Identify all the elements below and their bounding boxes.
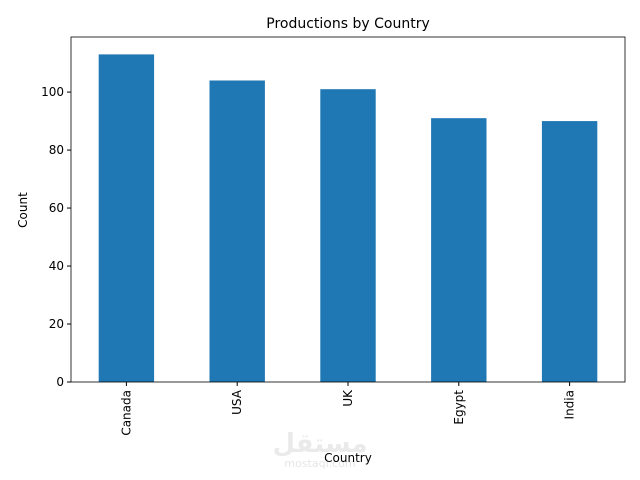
- watermark: mostaql.com: [284, 457, 355, 470]
- plot-frame: [70, 36, 626, 383]
- bar: [209, 80, 265, 382]
- chart-title: Productions by Country: [266, 16, 429, 32]
- y-tick-label: 0: [56, 375, 64, 389]
- x-tick-label: India: [563, 390, 577, 419]
- y-axis-label: Count: [16, 192, 30, 228]
- x-tick-label: UK: [341, 389, 355, 407]
- bar: [320, 89, 376, 382]
- x-tick-label: Canada: [119, 390, 133, 436]
- x-tick-label: Egypt: [452, 390, 466, 425]
- y-tick-label: 80: [49, 143, 64, 157]
- bar: [98, 54, 155, 382]
- y-tick-label: 40: [49, 259, 64, 273]
- x-tick-label: USA: [230, 389, 244, 415]
- bar: [541, 121, 598, 383]
- y-tick-label: 60: [49, 201, 64, 215]
- y-tick-label: 20: [49, 317, 64, 331]
- x-axis-label: Country: [324, 451, 372, 465]
- watermark: مستقل: [272, 429, 367, 459]
- bar: [431, 118, 487, 383]
- y-tick-label: 100: [41, 85, 64, 99]
